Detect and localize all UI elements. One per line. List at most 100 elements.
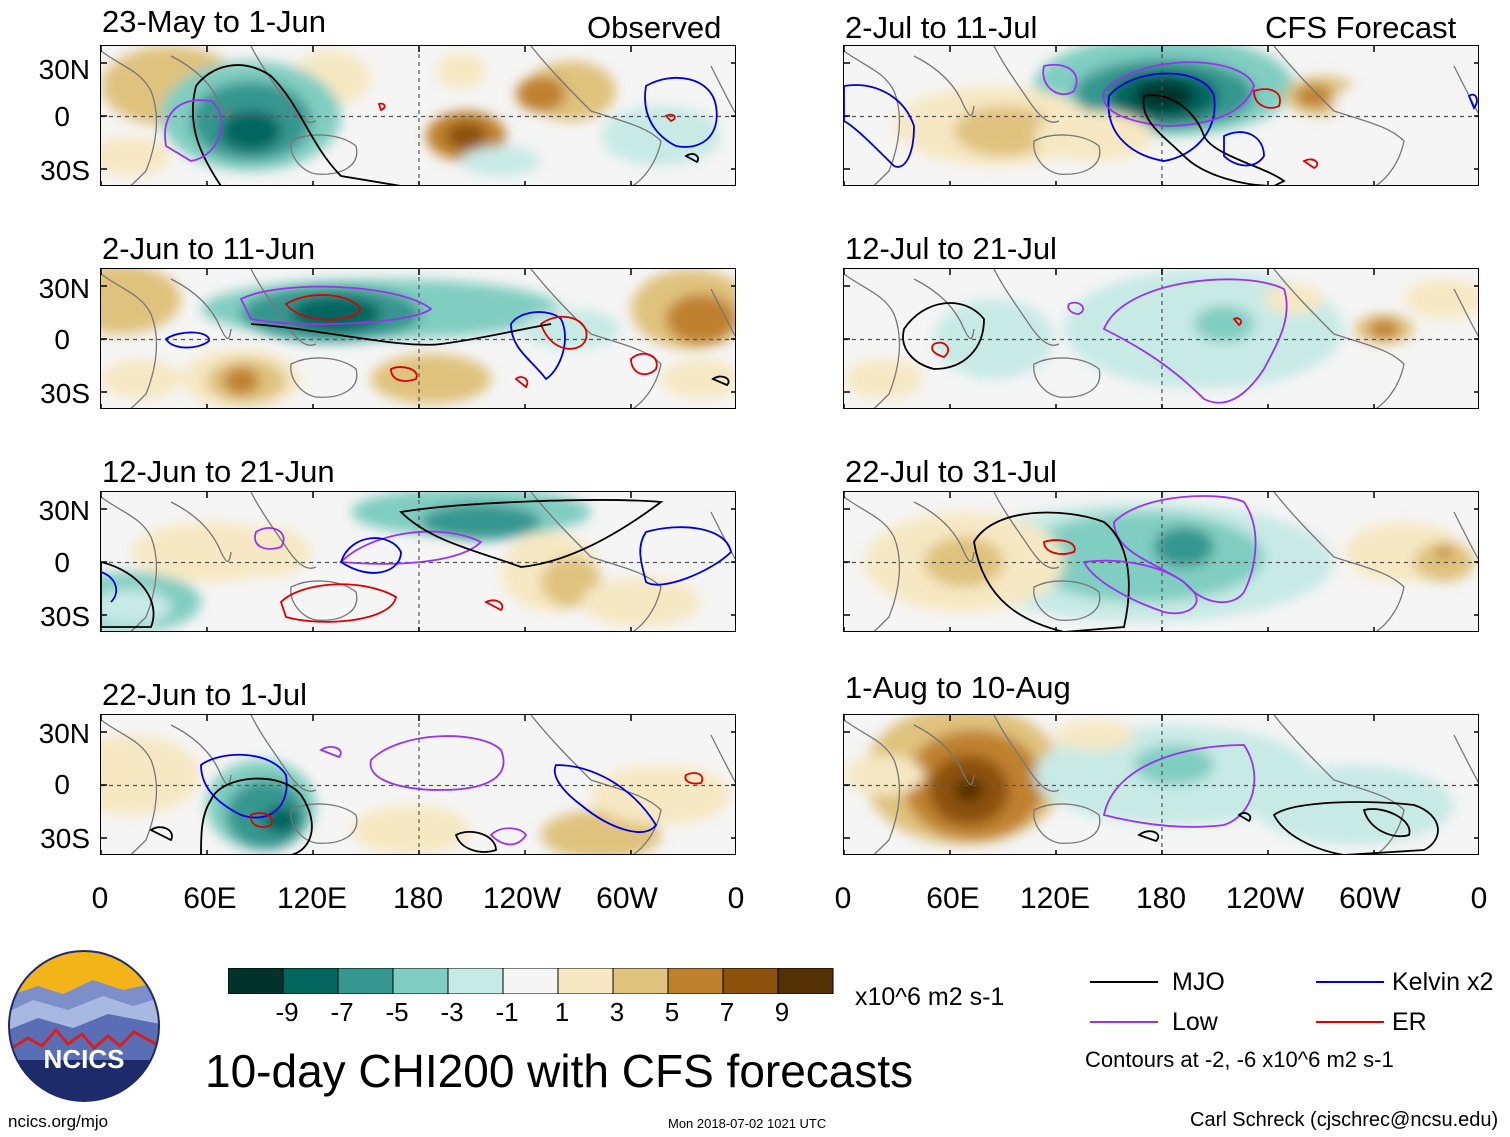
anomaly-field [101, 46, 721, 176]
lat-label-30n: 30N [38, 495, 90, 526]
legend-er-label: ER [1392, 1008, 1427, 1036]
mjo-contour [1362, 808, 1411, 838]
map-svg [844, 46, 1478, 185]
low-contour [1102, 278, 1288, 404]
kelvin-contour [553, 764, 658, 833]
kelvin-contour [1467, 93, 1478, 110]
map-panel-p5 [843, 45, 1479, 186]
anomaly-blob [351, 805, 471, 854]
anomaly-blob [221, 111, 281, 151]
anomaly-blob [934, 299, 1054, 379]
mjo-contour [399, 499, 664, 568]
kelvin-contour [1223, 131, 1265, 167]
anomaly-blob [371, 354, 491, 404]
panel-title-p6: 12-Jul to 21-Jul [845, 231, 1057, 266]
anomaly-blob [231, 527, 311, 577]
anomaly-blob [101, 359, 181, 399]
colorbar-label: 7 [719, 997, 735, 1027]
europe-africa-coast [710, 288, 735, 337]
colorbar-label: -7 [330, 997, 354, 1027]
er-contour [484, 599, 504, 612]
panel-label-cfs-forecast: CFS Forecast [1265, 10, 1457, 45]
legend-lines [1090, 981, 1384, 1023]
er-contour [514, 376, 529, 389]
coastlines [101, 269, 735, 408]
anomaly-blob [1264, 284, 1324, 314]
colorbar-box [447, 968, 504, 994]
anomaly-blob [101, 735, 201, 815]
anomaly-field [844, 715, 1454, 845]
anomaly-field [894, 46, 1474, 166]
low-contour [319, 746, 342, 759]
lon-label-120w: 120W [1225, 882, 1305, 915]
legend-low-label: Low [1172, 1008, 1218, 1036]
er-contour [664, 113, 676, 123]
map-panel-p4 [100, 714, 736, 855]
americas-coast [530, 715, 662, 854]
mjo-contour [454, 830, 497, 853]
americas-coast [530, 46, 662, 185]
india-coast [170, 501, 232, 563]
colorbar-label: -1 [495, 997, 519, 1027]
asia-coast [250, 46, 317, 123]
lat-label-30n: 30N [38, 718, 90, 749]
anomaly-field [101, 725, 731, 854]
anomaly-blob [421, 504, 541, 540]
lat-label-30n: 30N [38, 273, 90, 304]
footer-url[interactable]: ncics.org/mjo [8, 1112, 109, 1131]
low-contour [164, 99, 223, 162]
lon-label-120e: 120E [1019, 882, 1091, 915]
anomaly-blob [954, 778, 984, 802]
colorbar-label: 3 [609, 997, 625, 1027]
lon-label-120w: 120W [482, 882, 562, 915]
americas-coast [1273, 269, 1405, 408]
low-contour [239, 285, 433, 326]
footer-author: Carl Schreck (cjschrec@ncsu.edu) [1190, 1109, 1499, 1131]
anomaly-blob [1436, 546, 1452, 558]
low-contour [1067, 301, 1084, 315]
australia-coast [1033, 580, 1101, 621]
anomaly-blob [844, 755, 924, 795]
coastlines [101, 46, 735, 185]
logo-text: NCICS [44, 1044, 125, 1074]
asia-coast [250, 715, 317, 792]
anomaly-blob [581, 577, 701, 627]
anomaly-blob [1369, 319, 1399, 339]
anomaly-blob [521, 309, 621, 349]
anomaly-blob [263, 806, 299, 834]
coastlines [844, 46, 1478, 185]
anomaly-field [864, 502, 1474, 622]
india-coast [913, 278, 975, 340]
lon-label-60w: 60W [1339, 882, 1401, 915]
colorbar-label: -9 [275, 997, 299, 1027]
mjo-contour [711, 375, 730, 387]
africa-coast [844, 273, 901, 408]
mjo-contour [101, 561, 155, 628]
anomaly-blob [1134, 745, 1214, 785]
colorbar-box [722, 968, 779, 994]
africa-coast [844, 719, 901, 854]
colorbar-box [502, 968, 559, 994]
contours-note: Contours at -2, -6 x10^6 m2 s-1 [1085, 1047, 1394, 1072]
kelvin-contour [164, 331, 210, 349]
anomaly-blob [461, 146, 541, 176]
footer-timestamp: Mon 2018-07-02 1021 UTC [668, 1116, 827, 1131]
lat-label-30s: 30S [40, 823, 90, 854]
americas-coast [1273, 46, 1405, 185]
lon-label-120e: 120E [276, 882, 348, 915]
colorbar-box [667, 968, 724, 994]
lat-label-30s: 30S [40, 601, 90, 632]
africa-coast [101, 273, 158, 408]
mjo-contour [1237, 812, 1252, 823]
europe-africa-coast [1453, 511, 1478, 560]
africa-coast [844, 496, 901, 631]
legend-kelvin-label: Kelvin x2 [1392, 968, 1494, 996]
er-contour [1232, 317, 1242, 327]
anomaly-blob [1034, 111, 1154, 161]
er-contour [284, 294, 363, 321]
map-panel-p3 [100, 491, 736, 632]
map-svg [101, 715, 735, 854]
anomaly-blob [1154, 527, 1214, 567]
map-svg [101, 46, 735, 185]
anomaly-blob [1404, 279, 1478, 319]
